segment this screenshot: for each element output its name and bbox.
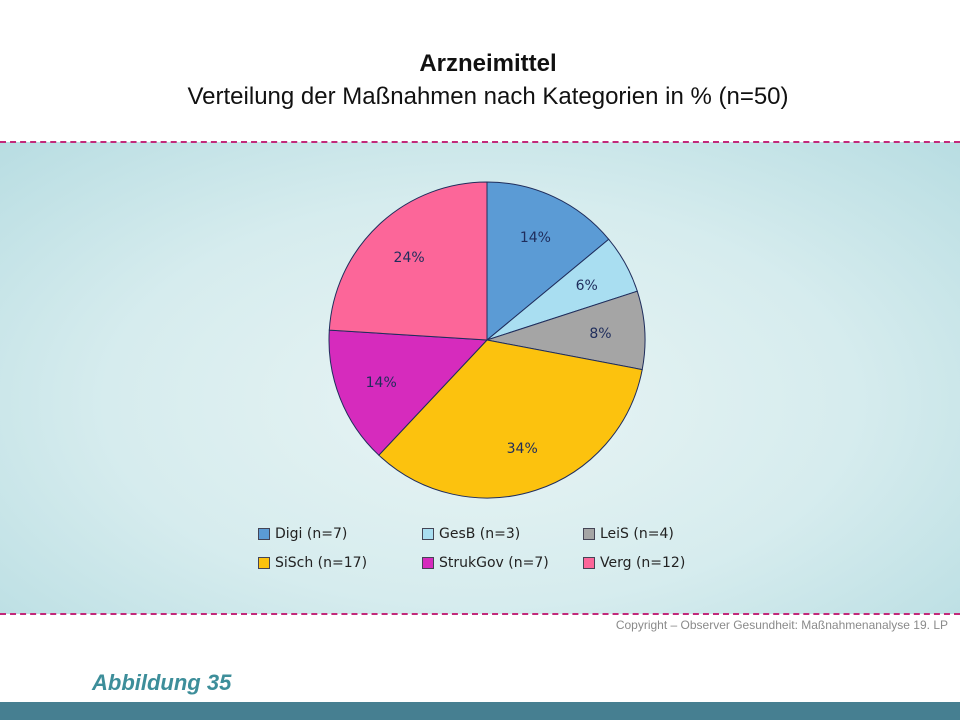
legend-item-3: SiSch (n=17) bbox=[258, 555, 367, 571]
pie-slice-3 bbox=[378, 339, 643, 499]
pie-slice-0 bbox=[486, 181, 610, 342]
footer-bar bbox=[0, 702, 960, 720]
chart-title: Arzneimittel bbox=[419, 50, 557, 77]
legend-label-0: Digi (n=7) bbox=[275, 526, 348, 542]
legend-item-2: LeiS (n=4) bbox=[583, 526, 674, 542]
pie-slice-4 bbox=[328, 329, 489, 456]
legend-label-5: Verg (n=12) bbox=[600, 555, 686, 571]
top-dashed-divider bbox=[0, 141, 960, 143]
legend-swatch-4 bbox=[422, 557, 434, 569]
chart-subtitle: Verteilung der Maßnahmen nach Kategorien… bbox=[187, 83, 789, 110]
pie-slice-label-3: 34% bbox=[507, 441, 538, 457]
pie-slice-label-4: 14% bbox=[366, 375, 397, 391]
pie-slice-5 bbox=[328, 181, 488, 341]
legend-swatch-1 bbox=[422, 528, 434, 540]
legend-item-1: GesB (n=3) bbox=[422, 526, 520, 542]
bottom-dashed-divider bbox=[0, 613, 960, 615]
pie-slice-label-2: 8% bbox=[589, 326, 611, 342]
pie-slice-label-0: 14% bbox=[520, 230, 551, 246]
legend-item-0: Digi (n=7) bbox=[258, 526, 347, 542]
legend-swatch-0 bbox=[258, 528, 270, 540]
legend-label-4: StrukGov (n=7) bbox=[439, 555, 549, 571]
legend-swatch-5 bbox=[583, 557, 595, 569]
legend-label-1: GesB (n=3) bbox=[439, 526, 521, 542]
figure-label: Abbildung 35 bbox=[92, 670, 232, 695]
legend-label-2: LeiS (n=4) bbox=[600, 526, 674, 542]
legend-label-3: SiSch (n=17) bbox=[275, 555, 368, 571]
pie-slice-label-5: 24% bbox=[394, 250, 425, 266]
legend-swatch-3 bbox=[258, 557, 270, 569]
legend-item-4: StrukGov (n=7) bbox=[422, 555, 549, 571]
legend-item-5: Verg (n=12) bbox=[583, 555, 685, 571]
copyright-note: Copyright – Observer Gesundheit: Maßnahm… bbox=[615, 618, 948, 632]
legend-swatch-2 bbox=[583, 528, 595, 540]
pie-slice-label-1: 6% bbox=[576, 278, 598, 294]
